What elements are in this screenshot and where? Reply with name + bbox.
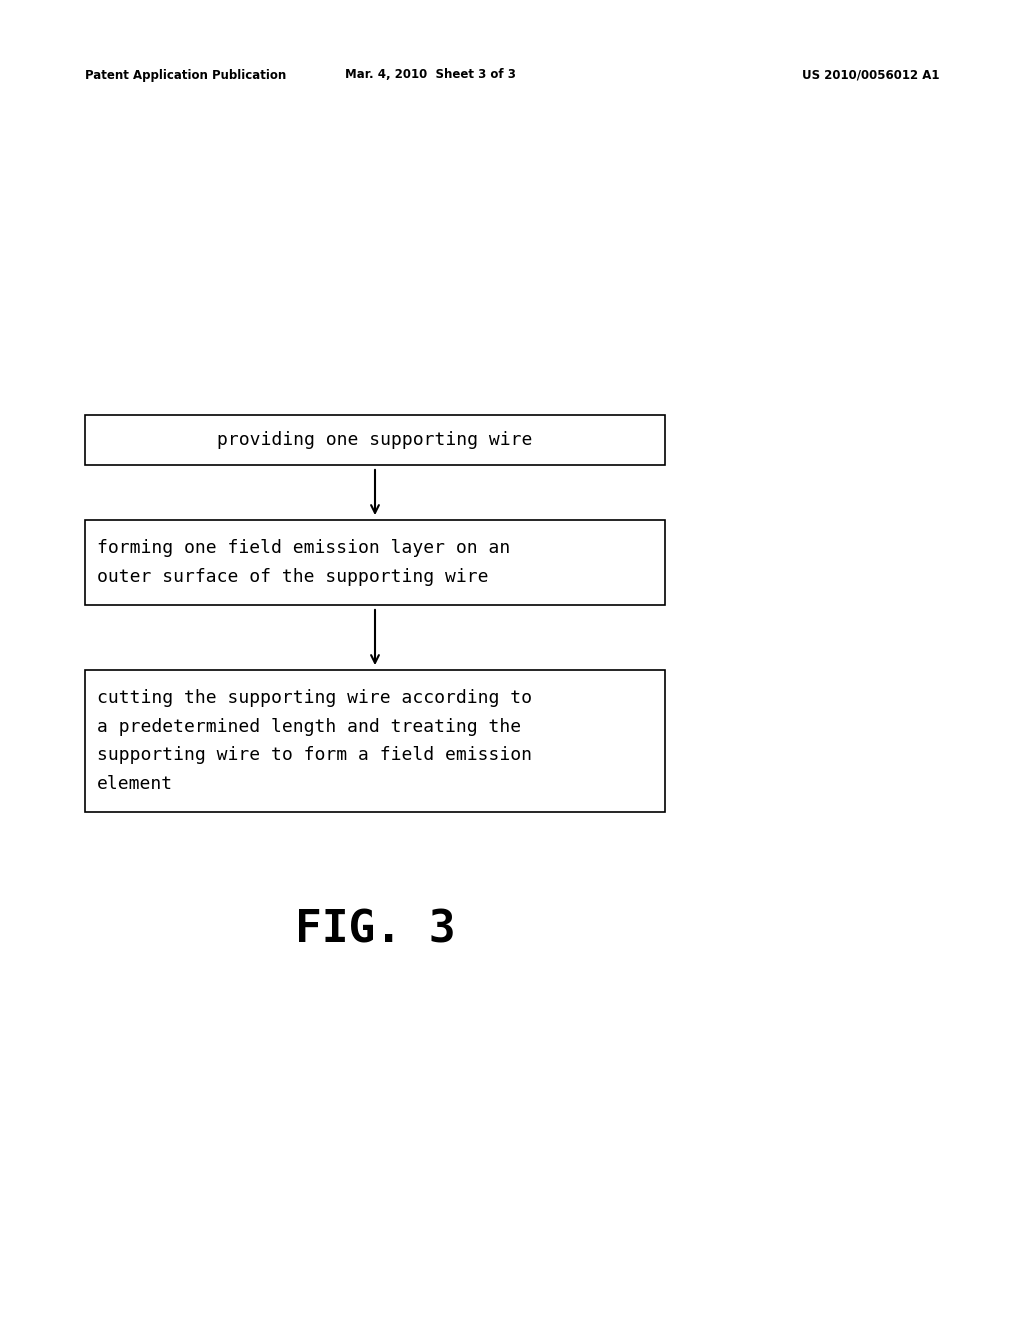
Text: outer surface of the supporting wire: outer surface of the supporting wire <box>97 568 488 586</box>
Bar <box>85 671 665 812</box>
Text: FIG. 3: FIG. 3 <box>295 908 456 952</box>
Text: element: element <box>97 775 173 792</box>
Text: Patent Application Publication: Patent Application Publication <box>85 69 287 82</box>
Text: providing one supporting wire: providing one supporting wire <box>217 432 532 449</box>
Text: a predetermined length and treating the: a predetermined length and treating the <box>97 718 521 735</box>
Text: supporting wire to form a field emission: supporting wire to form a field emission <box>97 746 532 764</box>
Text: cutting the supporting wire according to: cutting the supporting wire according to <box>97 689 532 708</box>
Bar <box>85 520 665 605</box>
Text: forming one field emission layer on an: forming one field emission layer on an <box>97 540 510 557</box>
Text: Mar. 4, 2010  Sheet 3 of 3: Mar. 4, 2010 Sheet 3 of 3 <box>344 69 515 82</box>
Bar <box>85 414 665 465</box>
Text: US 2010/0056012 A1: US 2010/0056012 A1 <box>803 69 940 82</box>
